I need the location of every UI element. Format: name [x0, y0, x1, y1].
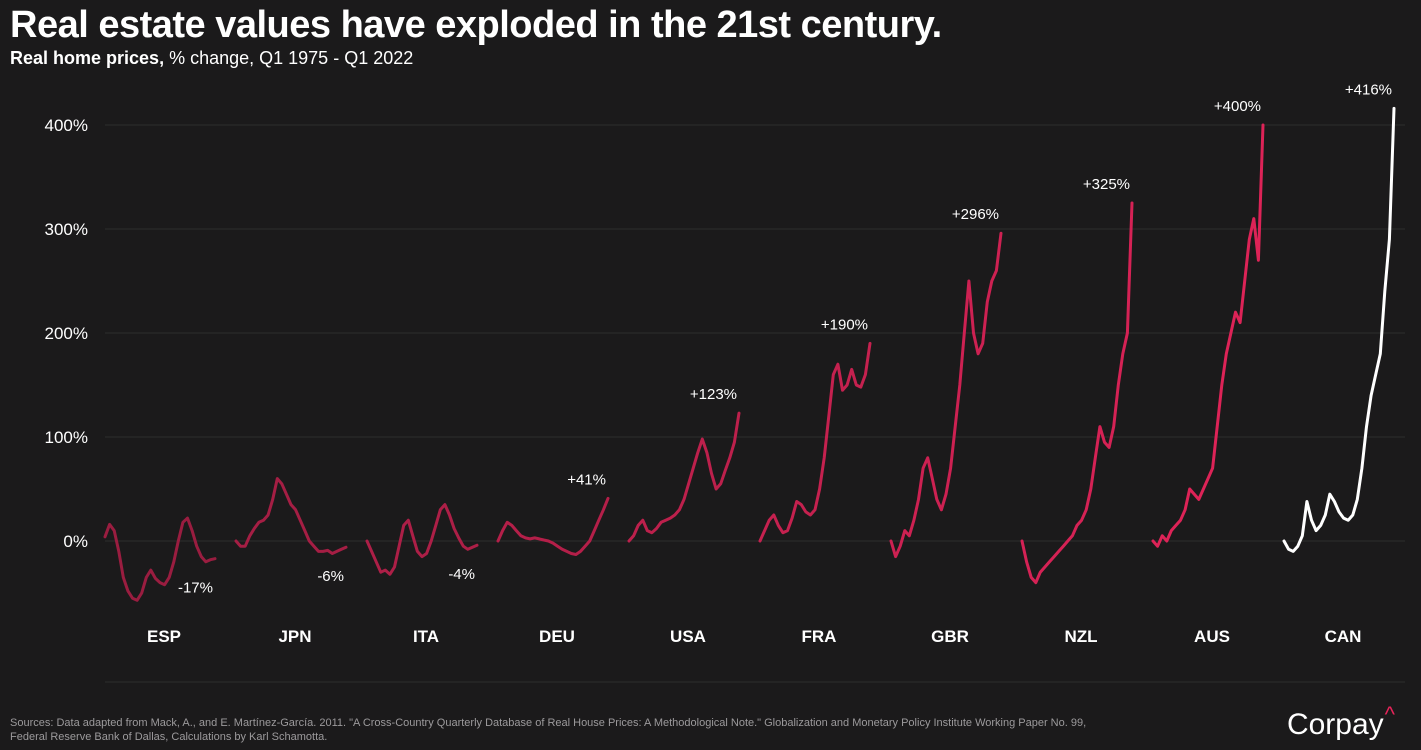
category-label: DEU — [539, 627, 575, 646]
category-label: USA — [670, 627, 706, 646]
y-tick-label: 200% — [45, 324, 88, 343]
subtitle-strong: Real home prices, — [10, 48, 165, 68]
end-value-label: -17% — [178, 580, 213, 597]
series-line-nzl — [1020, 201, 1134, 585]
series-line-esp — [103, 516, 217, 602]
corpay-logo[interactable]: Corpay^ — [1286, 702, 1395, 742]
end-value-label: +190% — [821, 316, 868, 333]
end-value-label: +325% — [1083, 176, 1130, 193]
chart-title: Real estate values have exploded in the … — [10, 4, 942, 46]
end-value-label: -4% — [448, 566, 475, 583]
logo-caret-icon: ^ — [1384, 702, 1395, 727]
category-label: FRA — [802, 627, 837, 646]
end-value-label: -6% — [317, 568, 344, 585]
series-line-gbr — [889, 231, 1003, 559]
end-value-label: +400% — [1214, 98, 1261, 115]
subtitle-rest: % change, Q1 1975 - Q1 2022 — [164, 48, 414, 68]
series-line-ita — [365, 503, 479, 576]
logo-wordmark: Corpay — [1286, 708, 1384, 741]
end-value-label: +41% — [567, 471, 606, 488]
sources-footer: Sources: Data adapted from Mack, A., and… — [10, 716, 1230, 744]
series-line-jpn — [234, 477, 348, 555]
series-line-aus — [1151, 123, 1265, 548]
sources-line-1: Sources: Data adapted from Mack, A., and… — [10, 717, 1087, 729]
y-tick-label: 300% — [45, 220, 88, 239]
series-line-deu — [496, 496, 610, 556]
series-line-usa — [627, 411, 741, 543]
series-line-can — [1282, 106, 1396, 553]
chart-subtitle: Real home prices, % change, Q1 1975 - Q1… — [10, 48, 413, 69]
y-tick-label: 0% — [63, 532, 88, 551]
y-tick-label: 100% — [45, 428, 88, 447]
end-value-label: +123% — [690, 386, 737, 403]
y-tick-label: 400% — [45, 116, 88, 135]
category-label: NZL — [1064, 627, 1097, 646]
end-value-label: +296% — [952, 206, 999, 223]
category-label: AUS — [1194, 627, 1230, 646]
end-value-label: +416% — [1345, 81, 1392, 98]
sources-line-2: Federal Reserve Bank of Dallas, Calculat… — [10, 731, 328, 743]
series-line-fra — [758, 341, 872, 543]
category-label: ESP — [147, 627, 181, 646]
category-label: CAN — [1325, 627, 1362, 646]
category-label: ITA — [413, 627, 439, 646]
category-label: GBR — [931, 627, 969, 646]
category-label: JPN — [278, 627, 311, 646]
